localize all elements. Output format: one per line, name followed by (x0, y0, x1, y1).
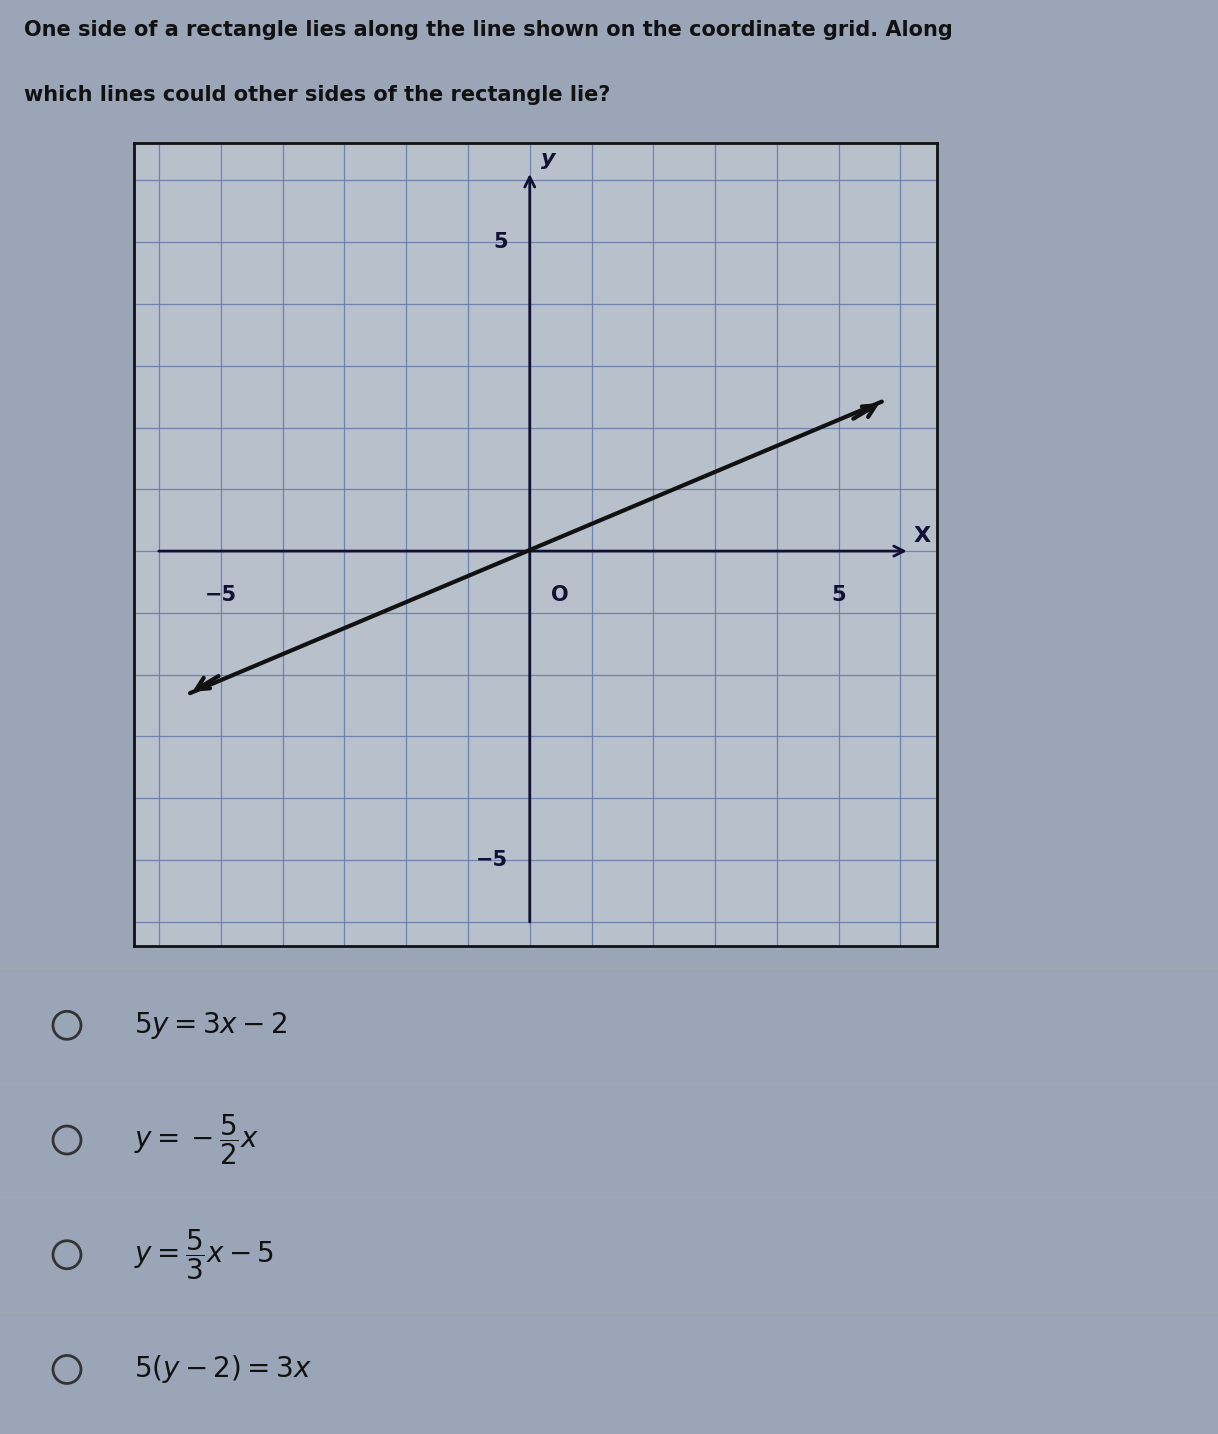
Text: One side of a rectangle lies along the line shown on the coordinate grid. Along: One side of a rectangle lies along the l… (24, 20, 954, 40)
Text: 5: 5 (493, 232, 508, 252)
Text: O: O (552, 585, 569, 605)
Text: $y = -\dfrac{5}{2}x$: $y = -\dfrac{5}{2}x$ (134, 1113, 259, 1167)
Text: $5y = 3x - 2$: $5y = 3x - 2$ (134, 1010, 287, 1041)
Text: −5: −5 (205, 585, 238, 605)
Text: $5(y - 2) = 3x$: $5(y - 2) = 3x$ (134, 1354, 312, 1385)
Text: $y = \dfrac{5}{3}x - 5$: $y = \dfrac{5}{3}x - 5$ (134, 1228, 274, 1282)
Text: which lines could other sides of the rectangle lie?: which lines could other sides of the rec… (24, 85, 610, 105)
Text: X: X (914, 526, 931, 546)
Text: −5: −5 (476, 850, 508, 870)
Text: 5: 5 (832, 585, 847, 605)
Text: y: y (541, 149, 555, 169)
